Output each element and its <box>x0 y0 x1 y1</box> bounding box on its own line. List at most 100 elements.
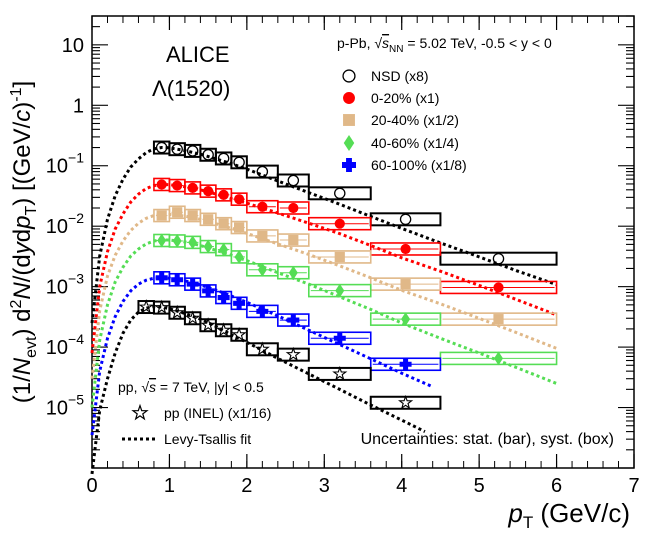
data-point-1-2 <box>187 182 198 194</box>
data-point-5-7 <box>254 341 270 356</box>
syst-box-0-9 <box>369 212 442 227</box>
data-point-5-1 <box>154 299 170 315</box>
data-point-3-9 <box>401 312 411 327</box>
data-point-1-6 <box>257 201 268 212</box>
syst-box-5-3 <box>183 311 202 326</box>
data-point-5-8 <box>285 346 301 362</box>
data-point-2-8 <box>334 251 345 263</box>
legend-label-2: 20-40% (x1/2) <box>371 112 459 128</box>
syst-box-1-8 <box>307 216 372 231</box>
y-tick-label: 1 <box>73 95 84 117</box>
legend-entry-fit: Levy-Tsallis fit <box>122 431 251 447</box>
data-point-0-7 <box>287 174 300 187</box>
data-point-4-7 <box>287 314 300 327</box>
data-point-5-3 <box>185 310 201 325</box>
legend: NSD (x8) 0-20% (x1) 20-40% (x1/2) 40-60% (x… <box>342 68 467 173</box>
data-point-3-7 <box>288 265 298 280</box>
data-point-4-1 <box>171 273 184 286</box>
data-point-2-1 <box>172 207 183 218</box>
legend-marker-3 <box>343 134 355 152</box>
data-point-0-2 <box>186 145 199 157</box>
data-point-3-8 <box>335 283 345 298</box>
x-tick-label: 2 <box>241 475 252 497</box>
data-point-0-10 <box>492 252 505 265</box>
y-tick-label: 10−5 <box>46 392 84 420</box>
data-point-2-0 <box>156 210 167 221</box>
data-point-0-6 <box>256 165 269 178</box>
legend-marker-0 <box>342 69 356 83</box>
x-tick-label: 1 <box>164 475 175 497</box>
svg-text:(1/Nevt) d2N/(dydpT) [(GeV/c): (1/Nevt) d2N/(dydpT) [(GeV/c)-1] <box>8 81 40 403</box>
syst-box-5-7 <box>245 342 279 357</box>
x-tick-label: 7 <box>628 475 639 497</box>
data-point-0-0 <box>155 141 168 154</box>
legend-label-1: 0-20% (x1) <box>371 90 439 106</box>
x-tick-label: 4 <box>396 475 407 497</box>
data-point-1-0 <box>156 179 167 190</box>
data-point-0-9 <box>399 213 412 226</box>
syst-box-1-9 <box>369 242 442 256</box>
x-axis-label: pT (GeV/c) <box>507 498 630 532</box>
y-tick-label: 10 <box>62 35 84 57</box>
y-tick-label: 10−1 <box>46 150 84 178</box>
syst-box-2-8 <box>307 250 372 264</box>
syst-box-1-5 <box>230 192 248 206</box>
pp-label: pp, √s = 7 TeV, |y| < 0.5 <box>118 379 264 395</box>
syst-box-0-10 <box>439 251 558 266</box>
fit-curve-1 <box>90 182 558 354</box>
data-point-5-0 <box>138 299 154 314</box>
legend-entry-pp: pp (INEL) (x1/16) <box>131 403 271 421</box>
fit-curve-5 <box>90 304 426 475</box>
data-point-2-2 <box>187 210 198 221</box>
data-point-4-2 <box>186 278 199 291</box>
data-point-3-0 <box>157 233 167 248</box>
data-point-4-3 <box>202 284 215 297</box>
data-point-0-8 <box>334 187 346 200</box>
syst-box-0-7 <box>276 173 310 188</box>
fit-curve-4 <box>90 276 434 436</box>
data-point-1-5 <box>234 194 245 205</box>
x-tick-label: 6 <box>551 475 562 497</box>
data-point-2-6 <box>257 230 268 242</box>
data-point-3-6 <box>257 262 267 277</box>
systematic-boxes <box>137 140 558 410</box>
data-point-0-1 <box>171 143 183 155</box>
data-point-3-10 <box>494 351 503 366</box>
legend-label-pp: pp (INEL) (x1/16) <box>164 405 271 421</box>
chart-title: ALICE <box>166 42 230 67</box>
data-point-0-3 <box>202 149 214 161</box>
data-point-4-0 <box>155 271 168 284</box>
y-tick-label: 10−3 <box>46 271 84 299</box>
data-point-1-7 <box>288 202 299 214</box>
data-point-5-2 <box>169 304 185 320</box>
syst-box-0-5 <box>230 155 248 170</box>
legend-marker-1 <box>343 92 355 104</box>
data-point-0-5 <box>233 156 245 169</box>
data-point-2-9 <box>400 279 411 290</box>
data-point-0-4 <box>217 152 230 165</box>
data-point-4-6 <box>256 305 269 318</box>
legend-label-fit: Levy-Tsallis fit <box>164 431 251 447</box>
data-point-4-4 <box>217 291 230 304</box>
data-point-3-1 <box>172 234 182 248</box>
data-point-5-4 <box>200 317 216 332</box>
data-point-1-4 <box>218 189 229 200</box>
data-point-5-5 <box>215 322 232 337</box>
data-point-3-2 <box>188 235 198 250</box>
data-point-2-7 <box>288 234 299 246</box>
data-point-1-9 <box>400 243 411 255</box>
data-point-5-10 <box>397 394 414 410</box>
syst-box-5-4 <box>199 318 217 333</box>
data-point-1-10 <box>493 282 504 293</box>
data-point-4-8 <box>333 332 346 345</box>
data-point-3-4 <box>219 242 229 257</box>
data-point-2-4 <box>218 218 229 229</box>
syst-box-5-10 <box>369 395 442 410</box>
plot-frame <box>91 15 635 469</box>
y-axis-label: (1/Nevt) d2N/(dydpT) [(GeV/c)-1] <box>8 81 40 403</box>
axis-ticks: 0 1 2 3 4 5 6 7 10−5 10−4 10−3 10−2 10−1 1 10 <box>46 15 640 497</box>
data-point-2-5 <box>234 222 245 233</box>
syst-box-0-6 <box>245 164 279 179</box>
data-point-1-3 <box>203 186 214 197</box>
